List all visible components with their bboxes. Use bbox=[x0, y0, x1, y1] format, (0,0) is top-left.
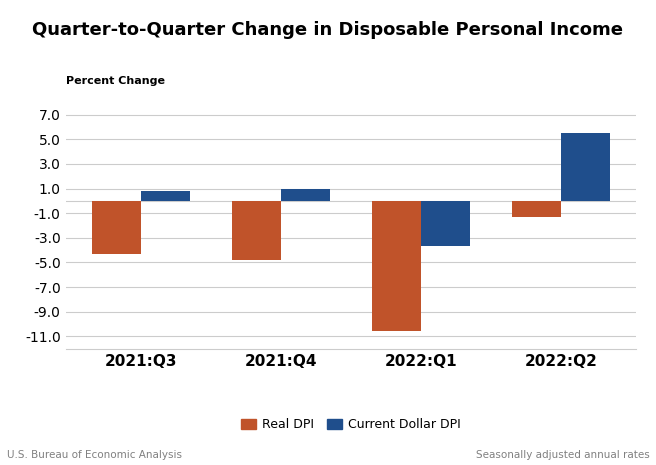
Bar bbox=[562, 133, 610, 201]
Bar bbox=[512, 201, 562, 217]
Text: Seasonally adjusted annual rates: Seasonally adjusted annual rates bbox=[476, 450, 649, 460]
Bar bbox=[421, 201, 470, 246]
Text: Percent Change: Percent Change bbox=[66, 76, 165, 86]
Bar bbox=[372, 201, 421, 332]
Bar bbox=[140, 191, 190, 201]
Bar bbox=[92, 201, 140, 254]
Bar bbox=[281, 189, 330, 201]
Bar bbox=[232, 201, 281, 260]
Text: Quarter-to-Quarter Change in Disposable Personal Income: Quarter-to-Quarter Change in Disposable … bbox=[33, 21, 623, 39]
Text: U.S. Bureau of Economic Analysis: U.S. Bureau of Economic Analysis bbox=[7, 450, 182, 460]
Legend: Real DPI, Current Dollar DPI: Real DPI, Current Dollar DPI bbox=[236, 413, 466, 436]
